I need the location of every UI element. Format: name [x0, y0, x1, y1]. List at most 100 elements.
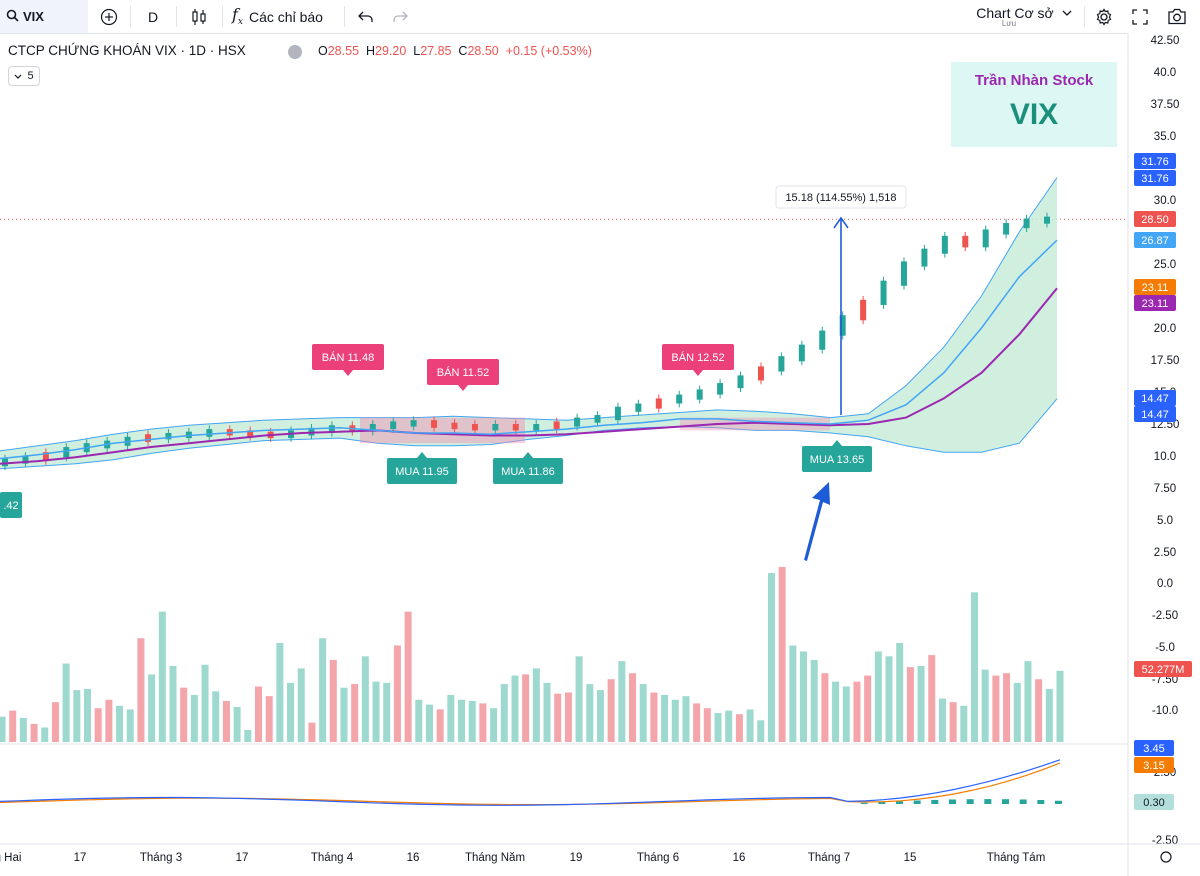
candle — [880, 280, 887, 305]
volume-bar — [94, 708, 102, 742]
price-tick-label: 2.50 — [1154, 547, 1176, 559]
volume-bar — [73, 690, 81, 742]
volume-bar — [180, 687, 188, 742]
buy-label-box — [493, 458, 563, 484]
candle — [42, 452, 49, 462]
buy-label-pointer — [417, 452, 427, 458]
volume-bar — [447, 694, 455, 742]
price-tick-label: 25.0 — [1154, 259, 1176, 271]
price-label: 23.11 — [1142, 298, 1169, 310]
volume-bar — [244, 729, 252, 742]
chart-title: CTCP CHỨNG KHOÁN VIX · 1D · HSX — [8, 43, 246, 58]
volume-bar — [222, 700, 230, 742]
macd-histogram-bar — [949, 799, 956, 804]
price-tick-label: 10.0 — [1154, 451, 1176, 463]
candle — [798, 344, 805, 362]
chevron-down-icon — [15, 74, 22, 79]
sell-label-box — [312, 344, 384, 370]
volume-bar — [938, 698, 946, 742]
volume-bar — [757, 720, 765, 742]
price-label-box — [1134, 279, 1176, 295]
macd-label-box — [1134, 740, 1174, 756]
volume-bar — [960, 705, 968, 742]
time-tick-label: g Hai — [0, 852, 21, 864]
top-toolbar: VIX D fx Các chỉ báo Chart Cơ sở Lưu — [0, 0, 1200, 34]
chart-type-button[interactable] — [184, 0, 214, 33]
volume-bar — [500, 684, 508, 742]
macd-histogram-bar — [860, 802, 868, 804]
macd-label-box — [1134, 757, 1174, 773]
price-tick-label: 7.50 — [1154, 483, 1176, 495]
volume-bar — [917, 665, 925, 742]
macd-histogram-bar — [1055, 800, 1062, 804]
time-tick-label: 17 — [236, 852, 249, 864]
macd-histogram-bar — [878, 802, 886, 804]
interval-button[interactable]: D — [138, 0, 168, 33]
volume-bar — [383, 682, 391, 742]
eye-icon[interactable] — [288, 45, 302, 59]
settings-button[interactable] — [1090, 0, 1118, 33]
undo-button[interactable] — [352, 0, 380, 33]
volume-bar — [949, 702, 957, 742]
sell-label-box — [662, 344, 734, 370]
volume-bar — [981, 669, 989, 742]
undo-icon — [358, 11, 373, 22]
price-chart[interactable]: BÁN 11.48 BÁN 11.52 BÁN 12.52 MUA 11.95 MUA … — [0, 33, 1200, 876]
macd-histogram-bar — [913, 800, 921, 804]
time-tick-label: Tháng 6 — [637, 852, 679, 864]
volume-bar — [425, 704, 433, 742]
band-upper-line — [0, 177, 1058, 452]
price-tick-label: 40.0 — [1154, 67, 1176, 79]
candle — [1023, 218, 1030, 229]
volume-bar — [0, 716, 6, 742]
volume-bar — [276, 643, 284, 742]
candle — [594, 415, 601, 423]
volume-bar — [436, 709, 444, 742]
symbol-label: VIX — [23, 9, 44, 24]
volume-bar — [468, 700, 476, 742]
volume-bar — [329, 659, 337, 742]
macd-histogram-bar — [1019, 799, 1027, 804]
price-label: 14.47 — [1141, 409, 1169, 421]
measure-label-box — [775, 185, 907, 209]
price-tick-label: 42.50 — [1151, 35, 1180, 47]
candle — [635, 403, 642, 412]
candle — [410, 420, 417, 427]
candle — [676, 394, 683, 404]
indicators-collapse-button[interactable]: 5 — [8, 66, 40, 86]
time-tick-label: 15 — [904, 852, 917, 864]
volume-bar — [297, 668, 305, 742]
annotation-text: MUA 11.86 — [501, 466, 555, 478]
volume-bar — [607, 679, 615, 742]
volume-bar — [340, 687, 348, 742]
layout-menu[interactable]: Chart Cơ sở Lưu — [970, 0, 1078, 33]
candle — [63, 447, 70, 458]
candle — [390, 421, 397, 430]
candle — [145, 434, 152, 442]
measure-arrowhead — [833, 216, 849, 229]
volume-bar — [62, 663, 70, 742]
volume-label: 52.277M — [1142, 664, 1185, 676]
volume-bar — [41, 727, 49, 742]
annotation-buy: MUA 11.95 — [387, 452, 457, 484]
candle — [941, 235, 948, 254]
indicators-button[interactable]: fx Các chỉ báo — [232, 0, 336, 33]
sell-label-box — [427, 359, 499, 385]
macd-histogram-bar — [1037, 800, 1045, 804]
volume-bar — [254, 686, 262, 742]
snapshot-button[interactable] — [1162, 0, 1192, 33]
macd-label: 3.15 — [1143, 760, 1164, 772]
fullscreen-button[interactable] — [1126, 0, 1154, 33]
annotation-sell: BÁN 11.52 — [427, 359, 499, 391]
volume-bar — [971, 592, 979, 742]
redo-button[interactable] — [386, 0, 414, 33]
time-tick-label: Tháng Tám — [987, 852, 1046, 864]
annotation-text: BÁN 12.52 — [671, 351, 724, 364]
volume-bar — [265, 696, 273, 742]
candle — [962, 235, 969, 248]
compare-button[interactable] — [92, 0, 126, 33]
time-tick-label: 16 — [407, 852, 420, 864]
symbol-search[interactable]: VIX — [0, 0, 88, 33]
price-label-box — [1134, 390, 1176, 406]
volume-bar — [190, 694, 198, 742]
